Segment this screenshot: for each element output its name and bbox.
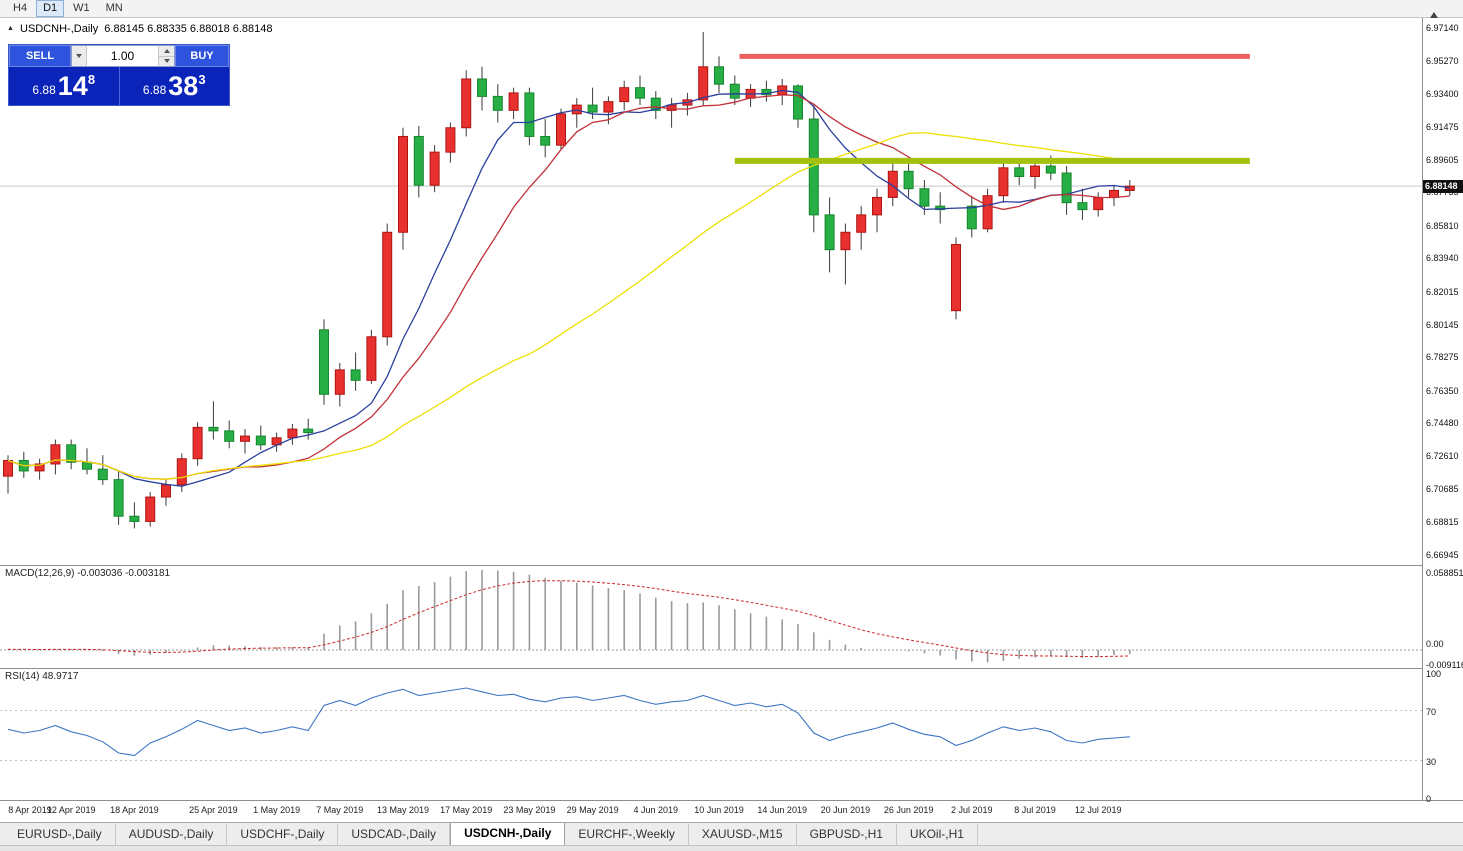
- date-axis-label: 2 Jul 2019: [951, 805, 993, 815]
- volume-input[interactable]: 1.00: [110, 49, 135, 63]
- timeframe-button-w1[interactable]: W1: [73, 2, 90, 14]
- status-bar: [0, 845, 1463, 851]
- date-axis-label: 8 Jul 2019: [1014, 805, 1056, 815]
- volume-increase-button[interactable]: [159, 46, 174, 56]
- volume-box: 1.00: [71, 45, 175, 67]
- rsi-axis-label: 100: [1426, 669, 1442, 679]
- date-axis-label: 12 Apr 2019: [46, 805, 96, 815]
- price-axis-label: 6.85810: [1426, 221, 1459, 231]
- chart-title: ▲ USDCNH-,Daily 6.88145 6.88335 6.88018 …: [7, 23, 276, 35]
- price-axis-label: 6.95270: [1426, 56, 1459, 66]
- chart-tab-audusd-daily[interactable]: AUDUSD-,Daily: [116, 824, 228, 845]
- price-axis-label: 6.82015: [1426, 287, 1459, 297]
- chart-tab-usdchf-daily[interactable]: USDCHF-,Daily: [227, 824, 339, 845]
- buy-button[interactable]: BUY: [175, 45, 229, 67]
- price-axis-label: 6.89605: [1426, 155, 1459, 165]
- date-axis-label: 1 May 2019: [253, 805, 301, 815]
- moving-average-line: [7, 89, 1130, 487]
- rsi-label: RSI(14) 48.9717: [5, 671, 79, 682]
- one-click-trading-panel: SELL 1.00 BUY 6.88 14 8 6.88: [8, 44, 230, 106]
- date-axis-label: 8 Apr 2019: [8, 805, 52, 815]
- chevron-down-icon: [76, 54, 82, 58]
- sell-price-sup: 8: [87, 72, 96, 87]
- sell-price-main: 14: [57, 70, 88, 101]
- chart-tabbar: EURUSD-,Daily AUDUSD-,Daily USDCHF-,Daily U…: [0, 822, 1463, 845]
- date-axis-label: 29 May 2019: [566, 805, 619, 815]
- macd-axis-label: 0.00: [1426, 639, 1444, 649]
- buy-price-sup: 3: [198, 72, 206, 87]
- volume-spinner: [158, 46, 174, 66]
- chart-tab-eurusd-daily[interactable]: EURUSD-,Daily: [4, 824, 116, 845]
- pane-separator[interactable]: [0, 565, 1463, 566]
- price-axis[interactable]: 6.971406.952706.934006.914756.896056.877…: [1422, 18, 1463, 804]
- buy-price-button[interactable]: 6.88 38 3: [120, 67, 230, 105]
- volume-dropdown-button[interactable]: [72, 46, 87, 66]
- moving-average-line: [7, 94, 1130, 480]
- trade-panel-collapse-icon[interactable]: ▲: [7, 25, 14, 32]
- rsi-axis-label: 0: [1426, 794, 1432, 804]
- price-axis-label: 6.68815: [1426, 517, 1459, 527]
- date-axis-label: 13 May 2019: [376, 805, 430, 815]
- date-axis-label: 12 Jul 2019: [1074, 805, 1122, 815]
- moving-average-line: [7, 131, 1130, 480]
- date-axis-label: 14 Jun 2019: [757, 805, 807, 815]
- pane-separator[interactable]: [0, 668, 1463, 669]
- price-divider: [118, 67, 120, 105]
- macd-pane[interactable]: [0, 566, 1422, 668]
- axis-separator: [0, 800, 1463, 801]
- chart-tab-xauusd-m15[interactable]: XAUUSD-,M15: [689, 824, 797, 845]
- sell-button[interactable]: SELL: [9, 45, 71, 67]
- price-axis-label: 6.66945: [1426, 550, 1459, 560]
- buy-price-prefix: 6.88: [142, 83, 167, 97]
- price-axis-label: 6.93400: [1426, 89, 1459, 99]
- chevron-down-icon: [163, 59, 170, 64]
- chart-tab-usdcad-daily[interactable]: USDCAD-,Daily: [338, 824, 451, 845]
- price-axis-label: 6.70685: [1426, 484, 1459, 494]
- main-chart[interactable]: [0, 18, 1422, 565]
- macd-axis-label: 0.058851: [1426, 568, 1463, 578]
- chart-shift-marker-icon: [1430, 12, 1438, 18]
- chart-tab-ukoil-h1[interactable]: UKOil-,H1: [897, 824, 978, 845]
- date-axis-label: 18 Apr 2019: [110, 805, 159, 815]
- price-axis-label: 6.72610: [1426, 451, 1459, 461]
- current-price-tag: 6.88148: [1423, 180, 1463, 193]
- chart-symbol-label: USDCNH-,Daily: [20, 23, 99, 35]
- price-axis-label: 6.76350: [1426, 386, 1459, 396]
- price-axis-label: 6.97140: [1426, 23, 1459, 33]
- price-axis-label: 6.78275: [1426, 352, 1459, 362]
- date-axis-label: 7 May 2019: [316, 805, 364, 815]
- date-axis-label: 20 Jun 2019: [820, 805, 871, 815]
- chart-tab-gbpusd-h1[interactable]: GBPUSD-,H1: [797, 824, 897, 845]
- buy-price-main: 38: [168, 70, 199, 101]
- price-axis-label: 6.80145: [1426, 320, 1459, 330]
- volume-decrease-button[interactable]: [159, 55, 174, 66]
- chart-tab-usdcnh-daily[interactable]: USDCNH-,Daily: [450, 822, 566, 845]
- macd-label: MACD(12,26,9) -0.003036 -0.003181: [5, 568, 171, 579]
- rsi-axis-label: 30: [1426, 757, 1437, 767]
- date-axis-label: 17 May 2019: [440, 805, 493, 815]
- rsi-axis-label: 70: [1426, 707, 1437, 717]
- date-axis-label: 10 Jun 2019: [694, 805, 744, 815]
- timeframe-button-d1[interactable]: D1: [36, 0, 65, 17]
- rsi-pane[interactable]: [0, 669, 1422, 800]
- timeframe-button-h4[interactable]: H4: [13, 2, 28, 14]
- chart-tab-eurchf-weekly[interactable]: EURCHF-,Weekly: [565, 824, 689, 845]
- chevron-up-icon: [163, 48, 170, 53]
- chart-ohlc-label: 6.88145 6.88335 6.88018 6.88148: [104, 23, 273, 35]
- price-axis-label: 6.83940: [1426, 253, 1459, 263]
- price-axis-label: 6.74480: [1426, 418, 1459, 428]
- date-axis[interactable]: 8 Apr 2019 12 Apr 2019 18 Apr 2019 25 Apr 2…: [0, 801, 1422, 822]
- price-axis-label: 6.91475: [1426, 122, 1459, 132]
- sell-price-prefix: 6.88: [32, 83, 56, 97]
- timeframe-button-mn[interactable]: MN: [105, 2, 123, 14]
- date-axis-label: 4 Jun 2019: [633, 805, 679, 815]
- macd-axis-label: -0.009116: [1426, 660, 1463, 670]
- sell-price-button[interactable]: 6.88 14 8: [9, 67, 119, 105]
- date-axis-label: 26 Jun 2019: [883, 805, 934, 815]
- timeframe-toolbar: H4 D1 W1 MN: [0, 0, 1463, 18]
- date-axis-label: 23 May 2019: [503, 805, 556, 815]
- date-axis-label: 25 Apr 2019: [189, 805, 238, 815]
